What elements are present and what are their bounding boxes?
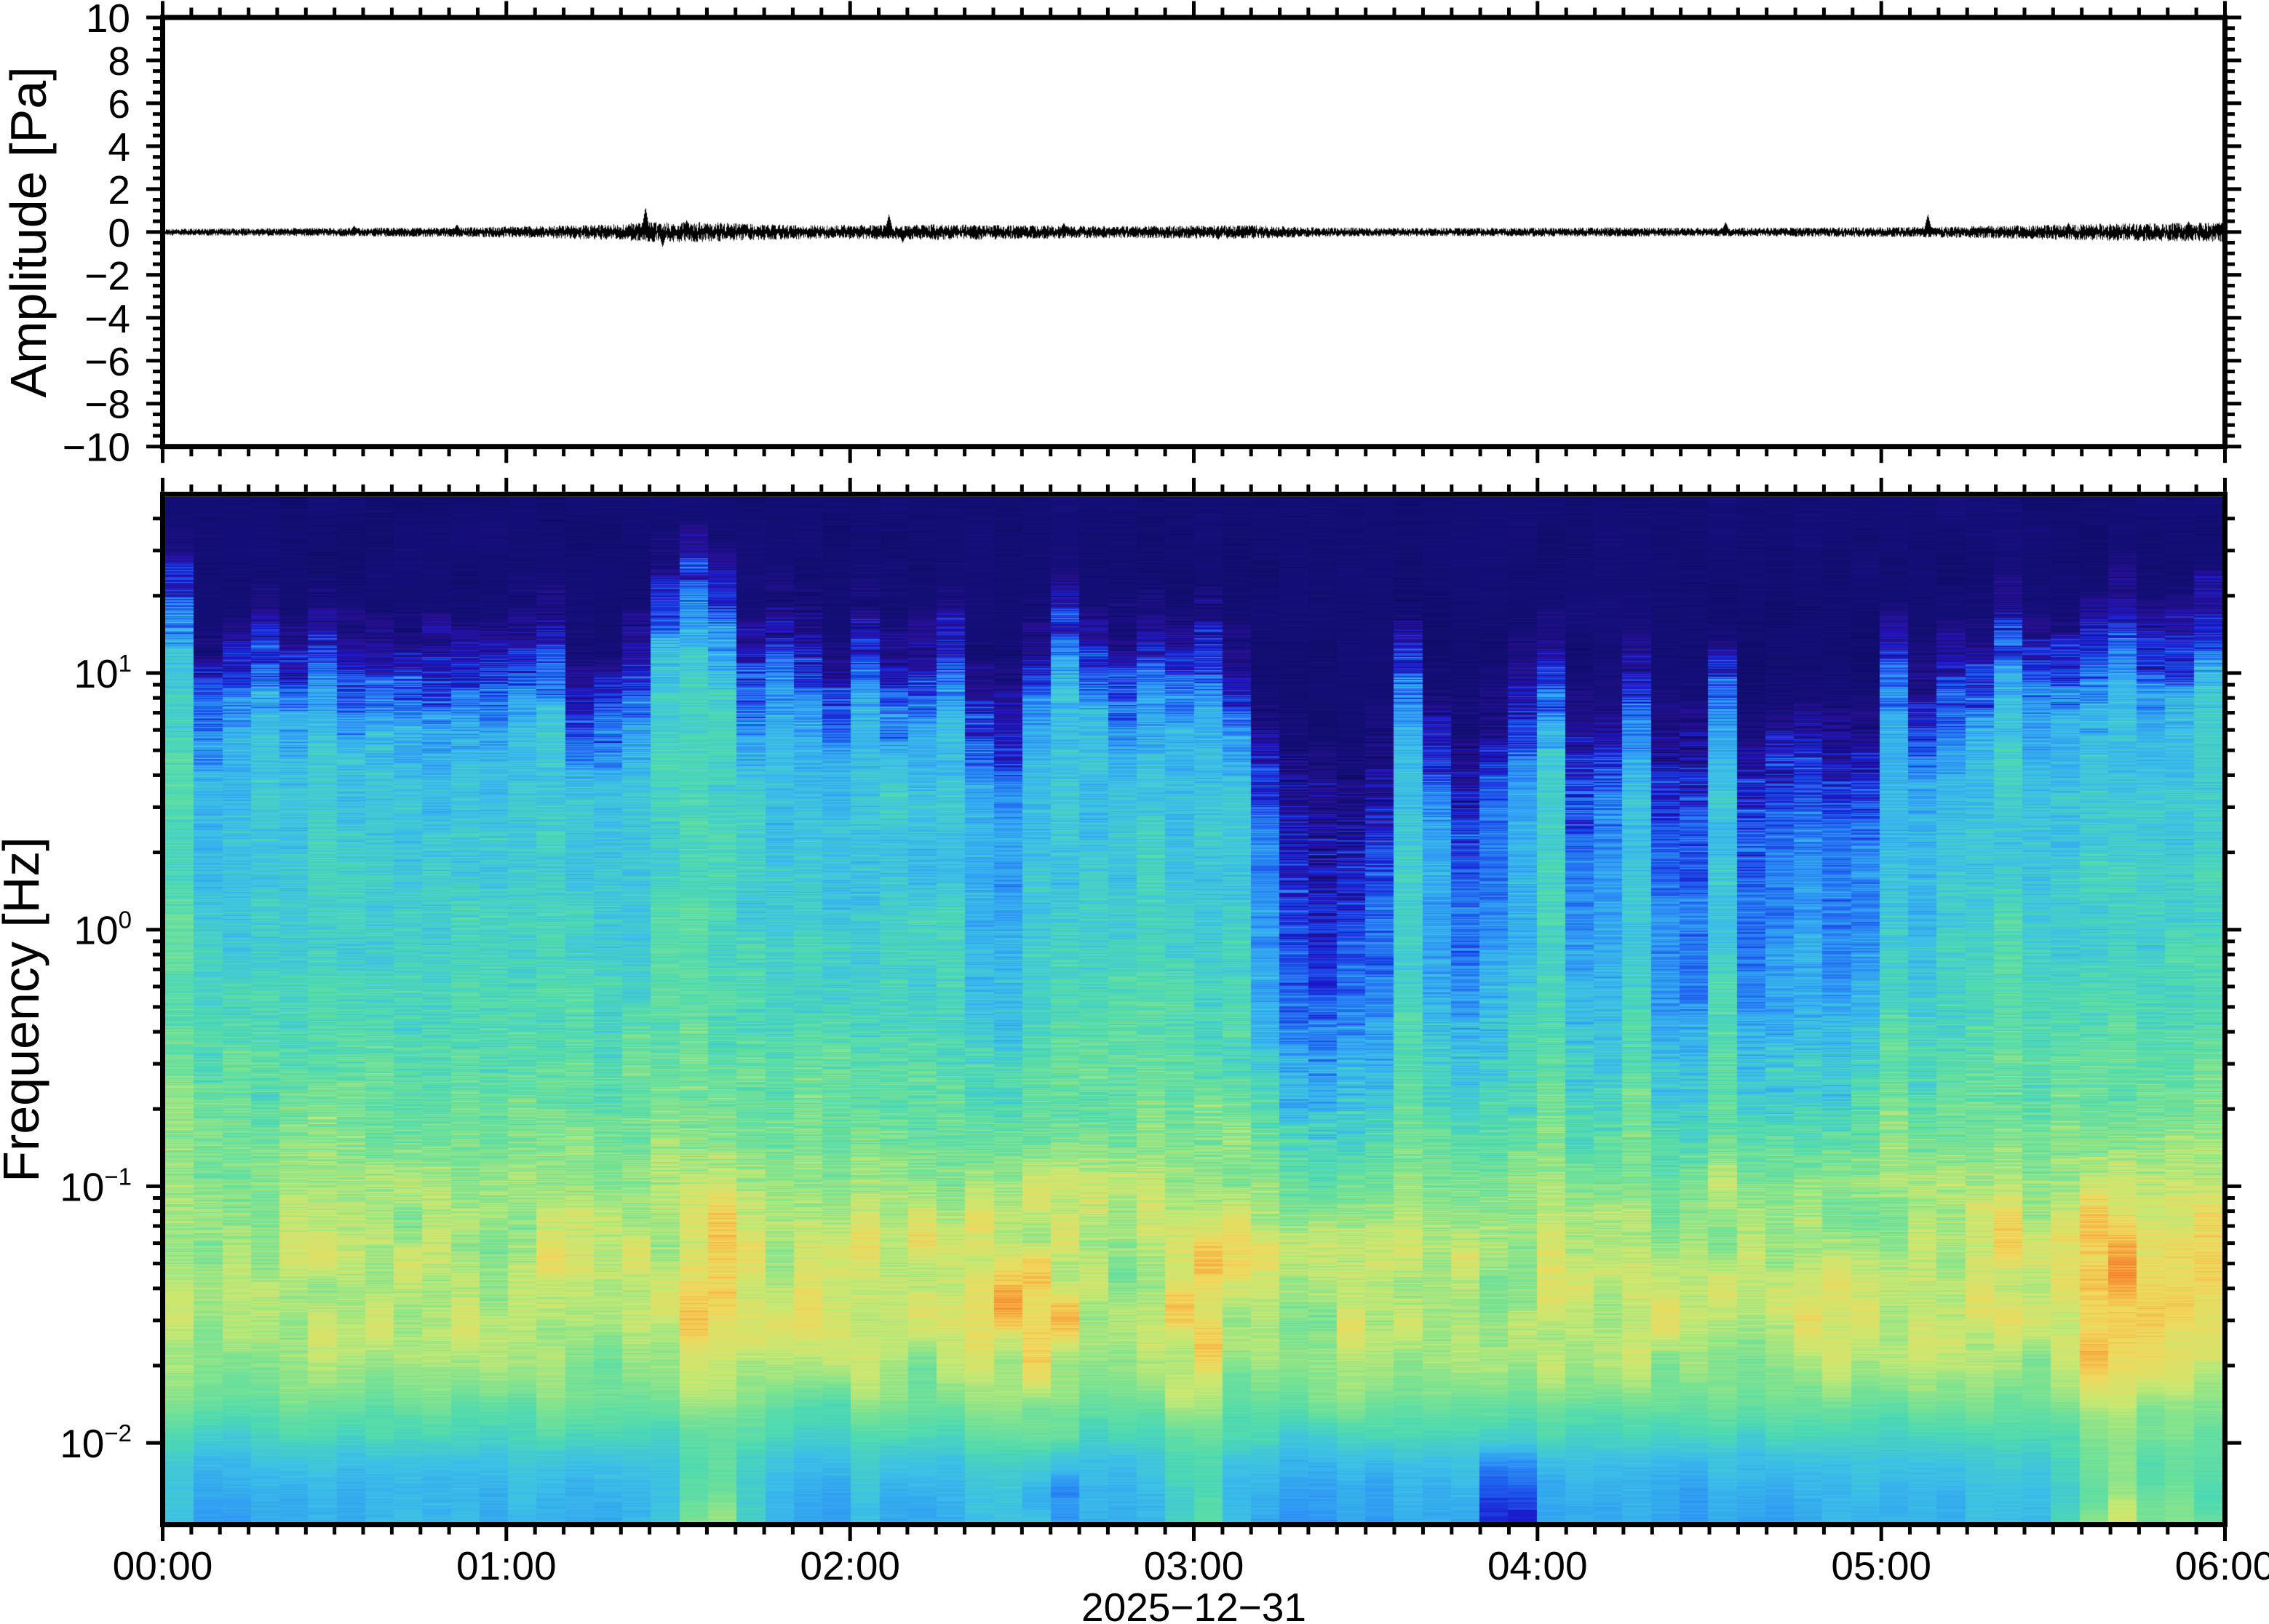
svg-text:−8: −8 — [84, 382, 130, 427]
svg-text:Frequency [Hz]: Frequency [Hz] — [0, 837, 49, 1182]
svg-text:10−1: 10−1 — [60, 1163, 132, 1209]
svg-text:−4: −4 — [84, 296, 130, 341]
svg-text:04:00: 04:00 — [1487, 1543, 1588, 1588]
svg-text:0: 0 — [108, 210, 130, 255]
svg-text:8: 8 — [108, 39, 130, 84]
svg-text:10: 10 — [86, 0, 130, 41]
svg-text:6: 6 — [108, 81, 130, 127]
svg-text:100: 100 — [73, 907, 132, 953]
svg-text:−6: −6 — [84, 339, 130, 384]
svg-text:101: 101 — [73, 650, 132, 696]
svg-text:4: 4 — [108, 124, 130, 170]
svg-text:2: 2 — [108, 167, 130, 212]
svg-text:01:00: 01:00 — [456, 1543, 557, 1588]
svg-text:02:00: 02:00 — [800, 1543, 900, 1588]
svg-text:06:00: 06:00 — [2175, 1543, 2269, 1588]
svg-text:2025−12−31: 2025−12−31 — [1081, 1585, 1306, 1624]
svg-text:Amplitude [Pa]: Amplitude [Pa] — [0, 66, 57, 397]
svg-text:−2: −2 — [84, 253, 130, 298]
svg-text:05:00: 05:00 — [1831, 1543, 1931, 1588]
svg-text:03:00: 03:00 — [1144, 1543, 1244, 1588]
svg-text:−10: −10 — [63, 425, 130, 470]
svg-text:00:00: 00:00 — [113, 1543, 213, 1588]
svg-text:10−2: 10−2 — [60, 1420, 132, 1466]
